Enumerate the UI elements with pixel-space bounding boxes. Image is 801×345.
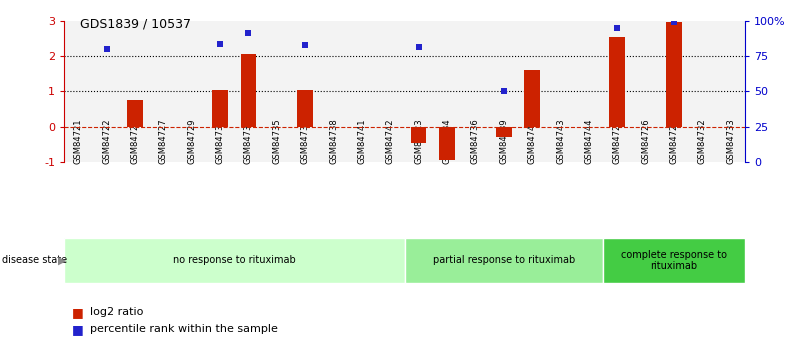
- Bar: [291, 21, 320, 162]
- Bar: [660, 21, 688, 162]
- Bar: [666, 22, 682, 127]
- Text: disease state: disease state: [2, 256, 66, 265]
- Text: complete response to
rituximab: complete response to rituximab: [621, 250, 727, 271]
- Bar: [631, 21, 660, 162]
- Bar: [603, 238, 745, 283]
- Bar: [263, 21, 291, 162]
- Bar: [518, 21, 546, 162]
- Bar: [461, 21, 489, 162]
- Text: partial response to rituximab: partial response to rituximab: [433, 256, 575, 265]
- Bar: [603, 21, 631, 162]
- Bar: [64, 21, 92, 162]
- Bar: [405, 238, 603, 283]
- Bar: [411, 127, 426, 143]
- Bar: [489, 21, 518, 162]
- Text: log2 ratio: log2 ratio: [90, 307, 143, 317]
- Text: no response to rituximab: no response to rituximab: [173, 256, 296, 265]
- Bar: [121, 21, 149, 162]
- Bar: [320, 21, 348, 162]
- Text: GDS1839 / 10537: GDS1839 / 10537: [80, 17, 191, 30]
- Bar: [496, 127, 512, 137]
- Bar: [64, 238, 405, 283]
- Bar: [297, 90, 313, 127]
- Bar: [525, 70, 540, 127]
- Bar: [717, 21, 745, 162]
- Bar: [127, 100, 143, 127]
- Bar: [92, 21, 121, 162]
- Bar: [433, 21, 461, 162]
- Bar: [405, 21, 433, 162]
- Bar: [178, 21, 206, 162]
- Bar: [212, 90, 228, 127]
- Text: ■: ■: [72, 306, 84, 319]
- Bar: [546, 21, 575, 162]
- Bar: [206, 21, 234, 162]
- Bar: [376, 21, 405, 162]
- Text: ■: ■: [72, 323, 84, 336]
- Bar: [240, 54, 256, 127]
- Bar: [348, 21, 376, 162]
- Bar: [149, 21, 178, 162]
- Bar: [234, 21, 263, 162]
- Text: ▶: ▶: [58, 256, 66, 265]
- Bar: [575, 21, 603, 162]
- Bar: [688, 21, 717, 162]
- Bar: [439, 127, 455, 160]
- Text: percentile rank within the sample: percentile rank within the sample: [90, 325, 278, 334]
- Bar: [610, 37, 625, 127]
